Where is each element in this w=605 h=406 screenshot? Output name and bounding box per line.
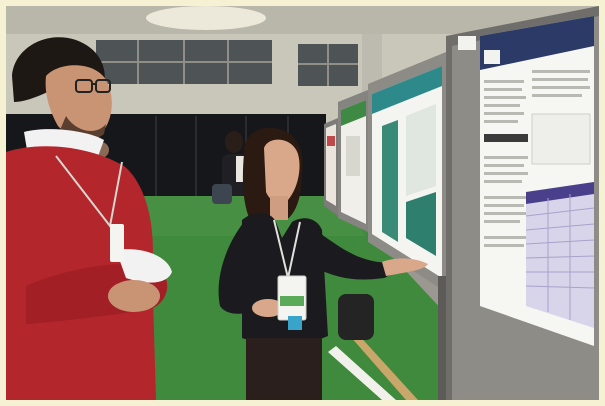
poster-header-band [480,16,594,70]
glasses [75,79,111,93]
poster-data-table [526,182,594,328]
clasped-hand [108,280,160,312]
poster-session-photo [6,6,599,400]
poster-board-far [324,118,338,216]
backpack [338,294,374,340]
attendee-man-red-sweater [6,37,172,400]
board-number-tag [458,36,476,50]
poster-board-near [438,6,599,400]
poster-board-3 [368,52,446,292]
man-name-badge [110,224,124,262]
photo-frame [6,6,599,400]
poster-board-2 [338,90,368,232]
poster-tubes [328,332,418,400]
shirt-cuff [116,249,172,283]
ceiling-light [146,6,266,30]
presenter-woman [218,127,428,400]
pointing-hand [382,258,428,276]
background-attendee-2 [212,131,248,204]
name-badge [277,275,307,330]
